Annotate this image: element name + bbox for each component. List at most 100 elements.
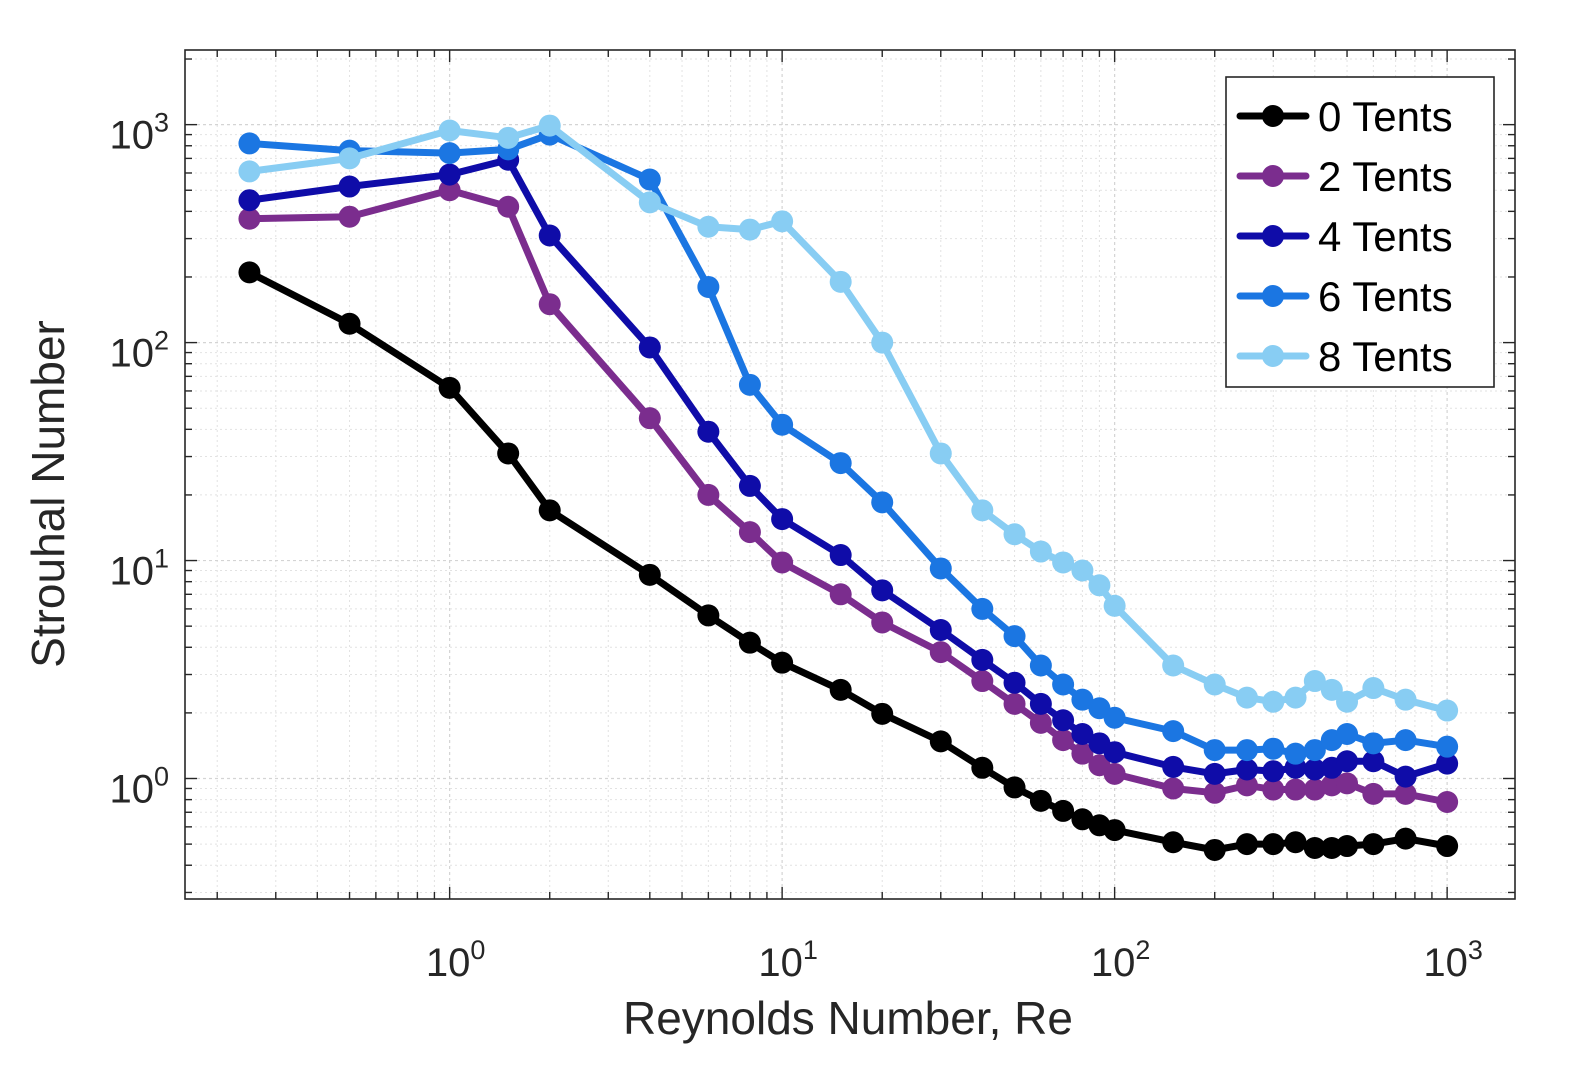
data-point — [929, 730, 952, 753]
data-point — [929, 619, 952, 642]
data-point — [1262, 690, 1285, 713]
series-2-tents — [238, 179, 1459, 814]
data-point — [438, 163, 461, 186]
data-point — [638, 168, 661, 191]
y-tick-label: 102 — [109, 326, 169, 376]
data-point — [1071, 559, 1094, 582]
data-point — [1003, 671, 1026, 694]
data-point — [771, 210, 794, 233]
legend-entry: 2 Tents — [1236, 153, 1453, 200]
x-tick-label: 103 — [1423, 935, 1483, 985]
legend-label: 6 Tents — [1318, 273, 1453, 320]
data-point — [771, 508, 794, 531]
x-axis-label: Reynolds Number, Re — [623, 992, 1073, 1044]
data-point — [738, 631, 761, 654]
legend-entry: 0 Tents — [1236, 93, 1453, 140]
legend-marker — [1262, 105, 1284, 127]
data-point — [1162, 720, 1185, 743]
data-point — [871, 611, 894, 634]
data-point — [338, 205, 361, 228]
legend-marker — [1262, 345, 1284, 367]
data-point — [638, 563, 661, 586]
data-point — [1162, 777, 1185, 800]
data-point — [238, 261, 261, 284]
data-point — [871, 331, 894, 354]
data-point — [738, 218, 761, 241]
data-point — [1162, 654, 1185, 677]
data-point — [929, 641, 952, 664]
legend-label: 0 Tents — [1318, 93, 1453, 140]
data-point — [1103, 741, 1126, 764]
data-point — [829, 678, 852, 701]
data-point — [497, 195, 520, 218]
data-point — [497, 442, 520, 465]
data-point — [1303, 758, 1326, 781]
data-point — [829, 544, 852, 567]
data-point — [1203, 762, 1226, 785]
data-point — [697, 275, 720, 298]
legend-entry: 4 Tents — [1236, 213, 1453, 260]
data-point — [497, 126, 520, 149]
data-point — [238, 160, 261, 183]
data-point — [1303, 778, 1326, 801]
data-point — [1162, 755, 1185, 778]
data-point — [1362, 750, 1385, 773]
legend-entry: 8 Tents — [1236, 333, 1453, 380]
data-point — [1203, 739, 1226, 762]
data-point — [1103, 594, 1126, 617]
data-point — [538, 293, 561, 316]
data-point — [771, 651, 794, 674]
data-point — [1436, 735, 1459, 758]
y-axis-label: Strouhal Number — [22, 320, 74, 668]
data-point — [238, 207, 261, 230]
data-point — [697, 604, 720, 627]
data-point — [438, 376, 461, 399]
data-point — [1029, 789, 1052, 812]
data-point — [829, 270, 852, 293]
data-point — [1303, 670, 1326, 693]
data-point — [1284, 742, 1307, 765]
data-point — [538, 224, 561, 247]
data-point — [1052, 729, 1075, 752]
data-point — [738, 474, 761, 497]
data-point — [871, 491, 894, 514]
data-point — [1394, 729, 1417, 752]
data-point — [1436, 752, 1459, 775]
data-point — [1235, 774, 1258, 797]
data-point — [1203, 838, 1226, 861]
data-point — [1284, 778, 1307, 801]
data-point — [1362, 833, 1385, 856]
legend-entry: 6 Tents — [1236, 273, 1453, 320]
data-point — [1336, 750, 1359, 773]
data-point — [697, 215, 720, 238]
x-tick-label: 101 — [758, 935, 818, 985]
axes-box — [184, 49, 1516, 900]
data-point — [871, 702, 894, 725]
data-point — [1029, 540, 1052, 563]
data-point — [1103, 819, 1126, 842]
data-point — [1029, 711, 1052, 734]
data-point — [1235, 833, 1258, 856]
series-group — [238, 114, 1459, 861]
data-point — [1284, 686, 1307, 709]
data-point — [1071, 808, 1094, 831]
legend-label: 4 Tents — [1318, 213, 1453, 260]
legend-marker — [1262, 285, 1284, 307]
data-point — [1235, 739, 1258, 762]
y-tick-label: 100 — [109, 762, 169, 812]
data-point — [1003, 625, 1026, 648]
data-point — [1103, 762, 1126, 785]
data-point — [1436, 791, 1459, 814]
data-point — [1303, 836, 1326, 859]
data-point — [1336, 723, 1359, 746]
data-point — [697, 420, 720, 443]
data-point — [438, 142, 461, 165]
data-point — [1071, 723, 1094, 746]
data-point — [538, 114, 561, 137]
series-0-tents — [238, 261, 1459, 861]
data-point — [871, 579, 894, 602]
data-point — [1052, 709, 1075, 732]
y-tick-label: 103 — [109, 108, 169, 158]
data-point — [1003, 692, 1026, 715]
